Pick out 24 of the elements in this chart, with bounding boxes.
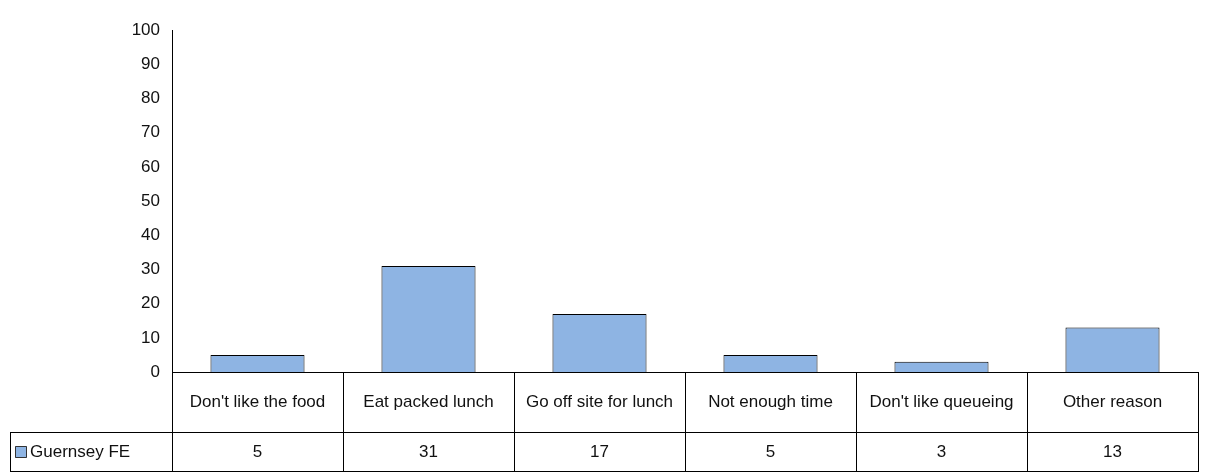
y-tick-label: 0	[150, 361, 160, 381]
x-tick-label: Not enough time	[708, 391, 833, 411]
y-tick-label: 40	[141, 224, 160, 244]
data-label: 5	[252, 441, 263, 461]
y-tick-label: 80	[141, 88, 160, 108]
y-tick-label: 60	[141, 156, 160, 176]
y-tick-label: 10	[141, 327, 160, 347]
x-tick-label: Other reason	[1062, 391, 1163, 411]
y-tick-label: 20	[141, 293, 160, 313]
data-label: 5	[765, 441, 776, 461]
y-tick-label: 50	[141, 190, 160, 210]
data-label: 3	[936, 441, 947, 461]
x-tick-label: Go off site for lunch	[525, 391, 674, 411]
data-label: 31	[419, 441, 438, 461]
legend-label: Guernsey FE	[30, 441, 131, 461]
x-tick-label: Don't like queueing	[869, 391, 1014, 411]
data-label: 17	[590, 441, 609, 461]
y-tick-label: 30	[141, 259, 160, 279]
x-tick-label: Don't like the food	[189, 391, 326, 411]
y-tick-label: 100	[131, 19, 160, 39]
y-tick-label: 90	[141, 54, 160, 74]
data-label: 13	[1103, 441, 1122, 461]
x-tick-label: Eat packed lunch	[363, 391, 494, 411]
y-tick-label: 70	[141, 122, 160, 142]
